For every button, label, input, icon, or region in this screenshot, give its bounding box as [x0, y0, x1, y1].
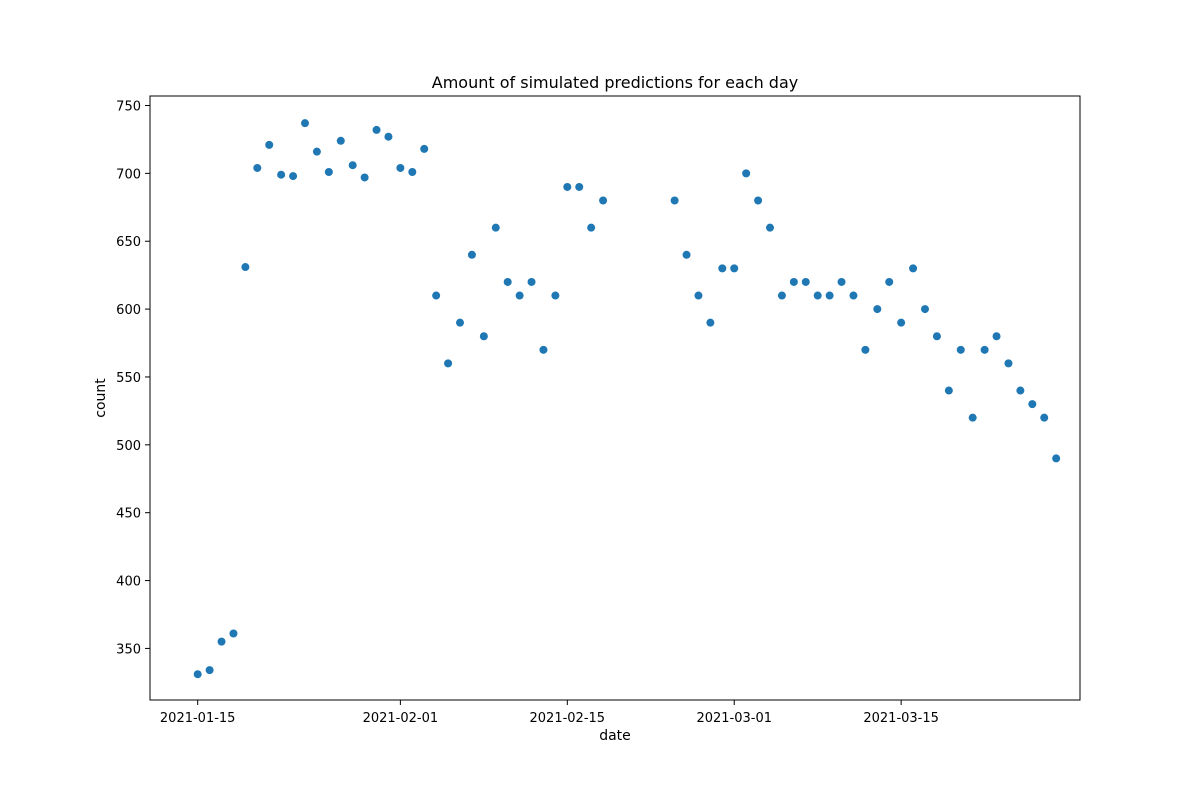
data-point [467, 250, 476, 259]
x-axis: 2021-01-15 2021-02-01 2021-02-15 2021-03-01… [160, 700, 939, 726]
data-point [777, 291, 786, 300]
data-point [944, 386, 953, 395]
data-point [265, 140, 274, 149]
data-point [1028, 400, 1037, 409]
data-point [396, 163, 405, 172]
plot-area-frame [149, 95, 1081, 701]
data-point [599, 196, 608, 205]
data-point [503, 277, 512, 286]
data-point [539, 345, 548, 354]
x-axis-label: date [599, 728, 631, 744]
data-point [360, 173, 369, 182]
x-tick-label: 2021-03-01 [696, 711, 772, 726]
y-tick-label: 350 [116, 642, 141, 657]
y-tick-label: 450 [116, 507, 141, 522]
data-point [1040, 413, 1049, 422]
data-point [956, 345, 965, 354]
data-point [873, 305, 882, 314]
data-point [968, 413, 977, 422]
data-point [456, 318, 464, 327]
data-point [909, 264, 918, 273]
data-point [813, 291, 822, 300]
data-point [861, 345, 870, 354]
y-tick-label: 500 [116, 439, 141, 454]
data-point [670, 196, 679, 205]
x-tick-label: 2021-02-15 [530, 711, 606, 726]
data-point [312, 147, 321, 156]
y-tick-label: 750 [116, 100, 141, 115]
data-point [885, 277, 894, 286]
data-point [515, 291, 524, 300]
data-point [479, 332, 488, 341]
x-tick-label: 2021-03-15 [863, 711, 939, 726]
data-point [754, 196, 763, 205]
data-point [551, 291, 560, 300]
data-point [706, 318, 715, 327]
data-point [980, 345, 989, 354]
data-point [444, 359, 453, 368]
data-point [193, 670, 202, 679]
data-point [1052, 454, 1061, 463]
data-point [301, 119, 309, 128]
y-tick-label: 600 [116, 303, 141, 318]
x-tick-label: 2021-02-01 [363, 711, 439, 726]
data-point [1016, 386, 1025, 395]
data-point [837, 277, 846, 286]
chart-title: Amount of simulated predictions for each… [432, 73, 798, 92]
y-tick-label: 550 [116, 371, 141, 386]
x-tick-label: 2021-01-15 [160, 711, 236, 726]
data-point [420, 144, 429, 153]
y-axis-label: count [93, 378, 109, 418]
data-point [205, 666, 214, 675]
data-point [336, 136, 345, 145]
data-point [825, 291, 834, 300]
data-point [921, 305, 929, 314]
data-point [932, 332, 941, 341]
data-point [253, 163, 262, 172]
data-point [992, 332, 1001, 341]
data-point [432, 291, 441, 300]
data-point [575, 182, 584, 191]
data-point [408, 168, 417, 177]
data-point [241, 263, 250, 272]
data-point [801, 277, 810, 286]
data-point [1004, 359, 1013, 368]
data-point [694, 291, 703, 300]
data-point [324, 168, 333, 177]
data-point [527, 277, 536, 286]
points-layer [193, 119, 1061, 679]
data-point [682, 250, 691, 259]
y-tick-label: 700 [116, 167, 141, 182]
y-tick-label: 400 [116, 575, 141, 590]
data-point [730, 264, 739, 273]
data-point [563, 182, 572, 191]
y-axis: 350 400 450 500 550 600 650 700 750 [116, 100, 150, 657]
data-point [766, 223, 774, 232]
data-point [789, 277, 798, 286]
data-point [491, 223, 500, 232]
data-point [587, 223, 596, 232]
data-point [372, 125, 381, 134]
data-point [384, 132, 393, 141]
data-point [348, 161, 357, 170]
data-point [718, 264, 727, 273]
y-tick-label: 650 [116, 235, 141, 250]
data-point [229, 629, 238, 638]
data-point [742, 169, 751, 178]
data-point [849, 291, 858, 300]
data-point [289, 172, 298, 181]
data-point [897, 318, 906, 327]
data-point [217, 637, 226, 646]
data-point [277, 170, 286, 179]
